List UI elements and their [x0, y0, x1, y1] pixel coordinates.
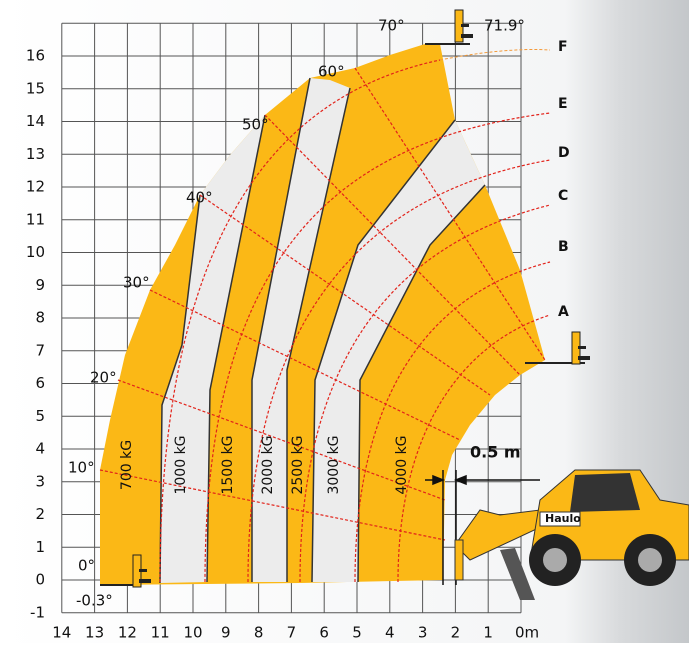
- y-label: 14: [26, 112, 45, 130]
- y-label: -1: [30, 603, 45, 621]
- x-label: 2: [451, 624, 461, 642]
- load-label: 2000 kG: [260, 435, 276, 494]
- curve-label: B: [558, 239, 569, 255]
- y-label: 2: [35, 505, 45, 523]
- angle-label: 20°: [90, 369, 117, 387]
- curve-label: F: [558, 39, 568, 55]
- y-label: 12: [26, 178, 45, 196]
- x-label: 4: [385, 624, 395, 642]
- dimension-label: 0.5 m: [470, 443, 521, 462]
- y-label: 8: [35, 309, 45, 327]
- load-label: 3000 kG: [326, 435, 342, 494]
- x-label: 12: [118, 624, 137, 642]
- angle-label: 71.9°: [484, 17, 525, 35]
- x-label: 8: [254, 624, 264, 642]
- y-label: 13: [26, 145, 45, 163]
- y-label: 6: [35, 374, 45, 392]
- x-label: 13: [85, 624, 104, 642]
- angle-label: 0°: [78, 557, 95, 575]
- x-label: 1: [483, 624, 493, 642]
- x-label: 9: [221, 624, 231, 642]
- curve-label: D: [558, 145, 570, 161]
- x-label: 6: [319, 624, 329, 642]
- load-label: 2500 kG: [290, 435, 306, 494]
- load-label: 4000 kG: [394, 435, 410, 494]
- x-label: 7: [287, 624, 297, 642]
- angle-label: 70°: [378, 17, 405, 35]
- y-label: 16: [26, 47, 45, 65]
- x-label: 0m: [515, 624, 539, 642]
- y-label: 11: [26, 210, 45, 228]
- curve-label: E: [558, 96, 568, 112]
- y-label: 9: [35, 276, 45, 294]
- x-label: 10: [183, 624, 202, 642]
- y-label: 7: [35, 341, 45, 359]
- curve-label: A: [558, 304, 569, 320]
- angle-label: 10°: [68, 459, 95, 477]
- angle-label: 40°: [186, 189, 213, 207]
- y-label: 3: [35, 472, 45, 490]
- y-label: 1: [35, 538, 45, 556]
- y-label: 10: [26, 243, 45, 261]
- load-label: 1500 kG: [220, 435, 236, 494]
- x-label: 11: [151, 624, 170, 642]
- x-label: 3: [418, 624, 428, 642]
- angle-label: 60°: [318, 63, 345, 81]
- y-label: 5: [35, 407, 45, 425]
- load-label: 700 kG: [119, 440, 135, 490]
- load-label: 1000 kG: [173, 435, 189, 494]
- y-label: 15: [26, 79, 45, 97]
- angle-label: 30°: [123, 274, 150, 292]
- load-chart: Haulo 161514131211109876543210-114131211…: [0, 0, 689, 643]
- x-label: 14: [52, 624, 71, 642]
- x-label: 5: [352, 624, 362, 642]
- angle-label: -0.3°: [76, 592, 113, 610]
- curve-label: C: [558, 188, 568, 204]
- y-label: 0: [35, 571, 45, 589]
- y-label: 4: [35, 440, 45, 458]
- angle-label: 50°: [242, 116, 269, 134]
- vehicle-brand: Haulo: [545, 512, 581, 525]
